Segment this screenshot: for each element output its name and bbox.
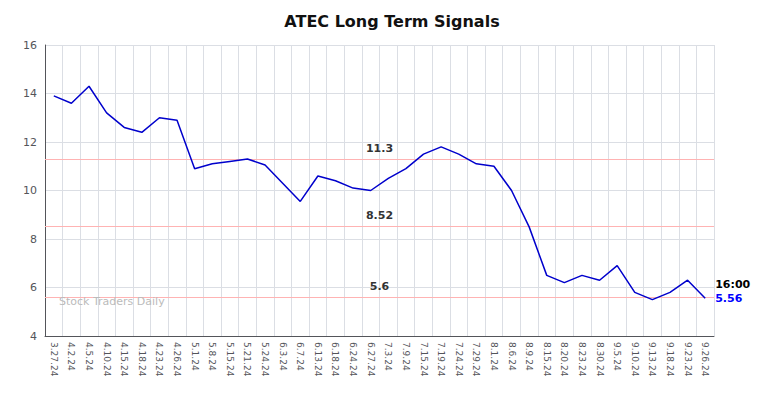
svg-text:6.13.24: 6.13.24 (313, 342, 323, 377)
svg-text:4.5.24: 4.5.24 (84, 342, 94, 371)
svg-text:8.6.24: 8.6.24 (507, 342, 517, 371)
svg-text:4.15.24: 4.15.24 (119, 342, 129, 377)
svg-text:8: 8 (30, 233, 37, 246)
svg-text:4.23.24: 4.23.24 (154, 342, 164, 377)
svg-text:9.18.24: 9.18.24 (665, 342, 675, 377)
svg-text:5.6: 5.6 (370, 280, 390, 293)
svg-text:5.15.24: 5.15.24 (225, 342, 235, 377)
svg-text:5.8.24: 5.8.24 (207, 342, 217, 371)
svg-text:6.24.24: 6.24.24 (348, 342, 358, 377)
svg-text:9.13.24: 9.13.24 (647, 342, 657, 377)
svg-text:7.3.24: 7.3.24 (383, 342, 393, 371)
svg-text:6.3.24: 6.3.24 (278, 342, 288, 371)
svg-text:8.30.24: 8.30.24 (595, 342, 605, 377)
svg-text:7.15.24: 7.15.24 (419, 342, 429, 377)
svg-text:4: 4 (30, 330, 37, 343)
svg-text:4.18.24: 4.18.24 (137, 342, 147, 377)
svg-text:ATEC Long Term Signals: ATEC Long Term Signals (284, 12, 499, 31)
svg-text:6: 6 (30, 281, 37, 294)
svg-text:5.56: 5.56 (715, 292, 742, 305)
svg-text:6.7.24: 6.7.24 (295, 342, 305, 371)
svg-text:5.24.24: 5.24.24 (260, 342, 270, 377)
svg-text:4.26.24: 4.26.24 (172, 342, 182, 377)
svg-text:4.10.24: 4.10.24 (102, 342, 112, 377)
svg-text:16:00: 16:00 (715, 278, 750, 291)
svg-text:3.27.24: 3.27.24 (49, 342, 59, 377)
svg-text:8.52: 8.52 (366, 209, 393, 222)
svg-text:8.20.24: 8.20.24 (559, 342, 569, 377)
svg-text:9.26.24: 9.26.24 (700, 342, 710, 377)
svg-text:10: 10 (23, 184, 37, 197)
svg-text:8.23.24: 8.23.24 (577, 342, 587, 377)
svg-text:7.9.24: 7.9.24 (401, 342, 411, 371)
svg-text:12: 12 (23, 136, 37, 149)
svg-text:8.15.24: 8.15.24 (542, 342, 552, 377)
svg-text:5.21.24: 5.21.24 (242, 342, 252, 377)
svg-text:6.18.24: 6.18.24 (330, 342, 340, 377)
svg-text:Stock Traders Daily: Stock Traders Daily (59, 295, 165, 308)
svg-text:11.3: 11.3 (366, 142, 393, 155)
svg-text:14: 14 (23, 87, 37, 100)
svg-text:6.27.24: 6.27.24 (366, 342, 376, 377)
svg-text:7.24.24: 7.24.24 (454, 342, 464, 377)
svg-text:16: 16 (23, 39, 37, 52)
svg-text:7.19.24: 7.19.24 (436, 342, 446, 377)
svg-text:8.1.24: 8.1.24 (489, 342, 499, 371)
svg-text:9.10.24: 9.10.24 (630, 342, 640, 377)
svg-text:5.1.24: 5.1.24 (190, 342, 200, 371)
svg-text:8.9.24: 8.9.24 (524, 342, 534, 371)
svg-text:9.5.24: 9.5.24 (612, 342, 622, 371)
svg-text:9.23.24: 9.23.24 (683, 342, 693, 377)
svg-text:7.29.24: 7.29.24 (471, 342, 481, 377)
svg-text:4.2.24: 4.2.24 (66, 342, 76, 371)
